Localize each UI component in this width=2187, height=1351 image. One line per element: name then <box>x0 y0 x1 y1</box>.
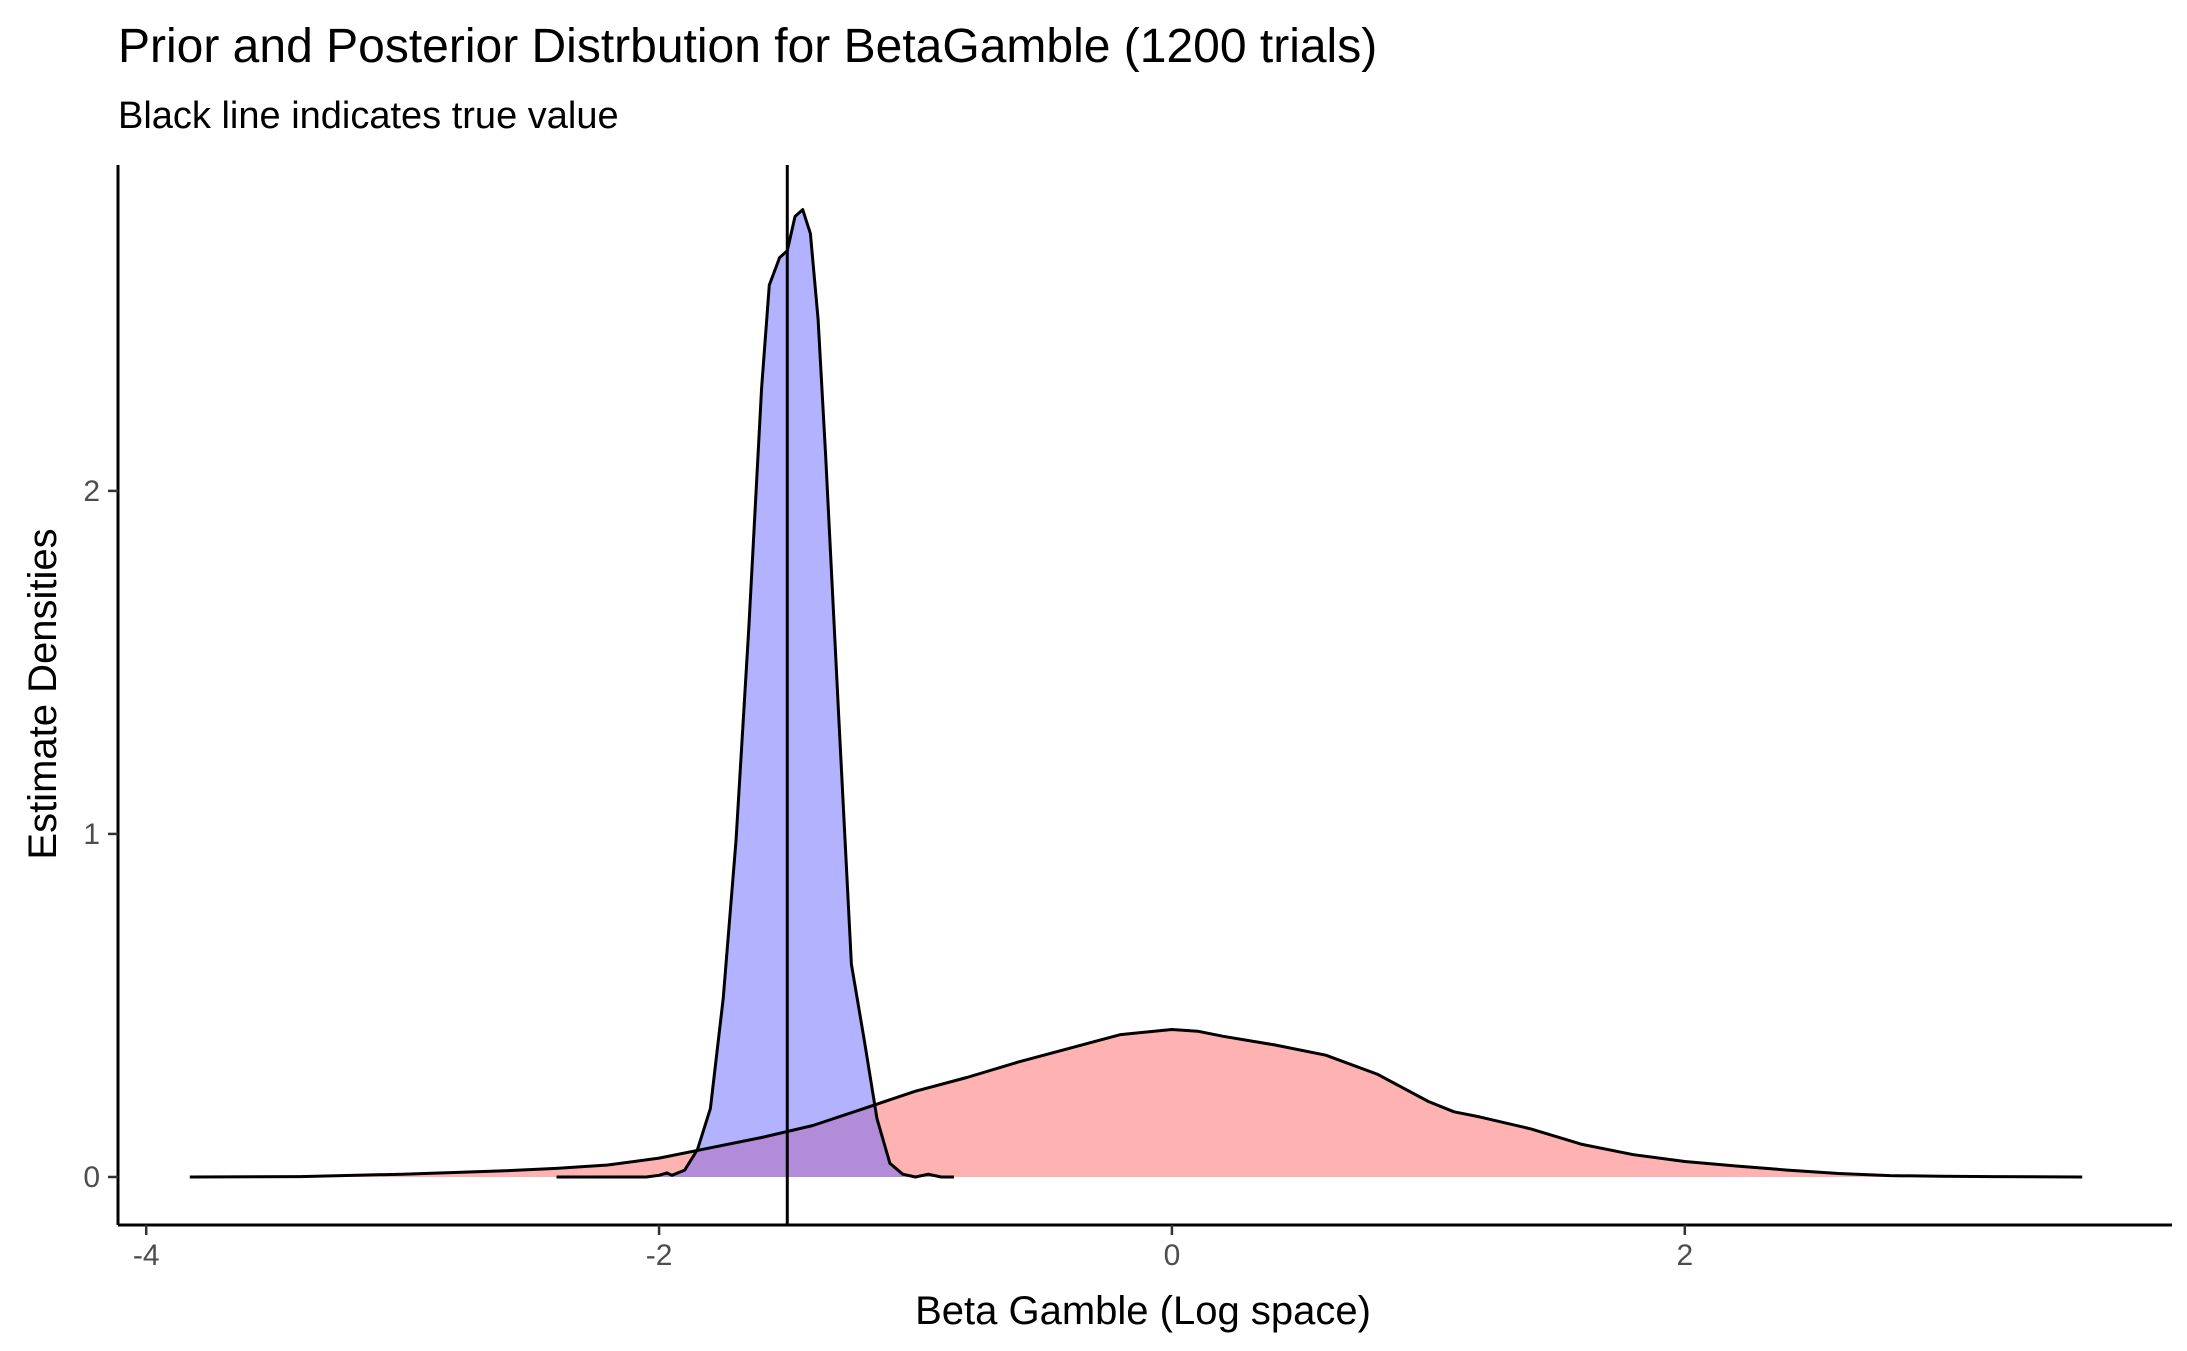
density-area-2 <box>556 209 954 1178</box>
y-tick-label: 1 <box>83 818 100 851</box>
density-outline-2 <box>556 208 954 1179</box>
x-tick-label: -4 <box>133 1239 160 1272</box>
x-tick-label: -2 <box>646 1239 673 1272</box>
y-axis-ticks: 0 1 2 <box>83 475 118 1194</box>
density-layer <box>189 208 2083 1179</box>
y-tick-label: 0 <box>83 1161 100 1194</box>
y-tick-label: 2 <box>83 475 100 508</box>
chart-title: Prior and Posterior Distrbution for Beta… <box>118 20 1377 73</box>
x-tick-label: 0 <box>1164 1239 1181 1272</box>
x-axis-title: Beta Gamble (Log space) <box>915 1289 1371 1333</box>
density-outline-1 <box>189 1028 2083 1179</box>
x-tick-label: 2 <box>1676 1239 1693 1272</box>
density-area-1 <box>189 1029 2083 1177</box>
y-axis-title: Estimate Densities <box>21 528 65 859</box>
chart-subtitle: Black line indicates true value <box>118 95 619 137</box>
x-axis-ticks: -4 -2 0 2 <box>133 1225 1693 1272</box>
